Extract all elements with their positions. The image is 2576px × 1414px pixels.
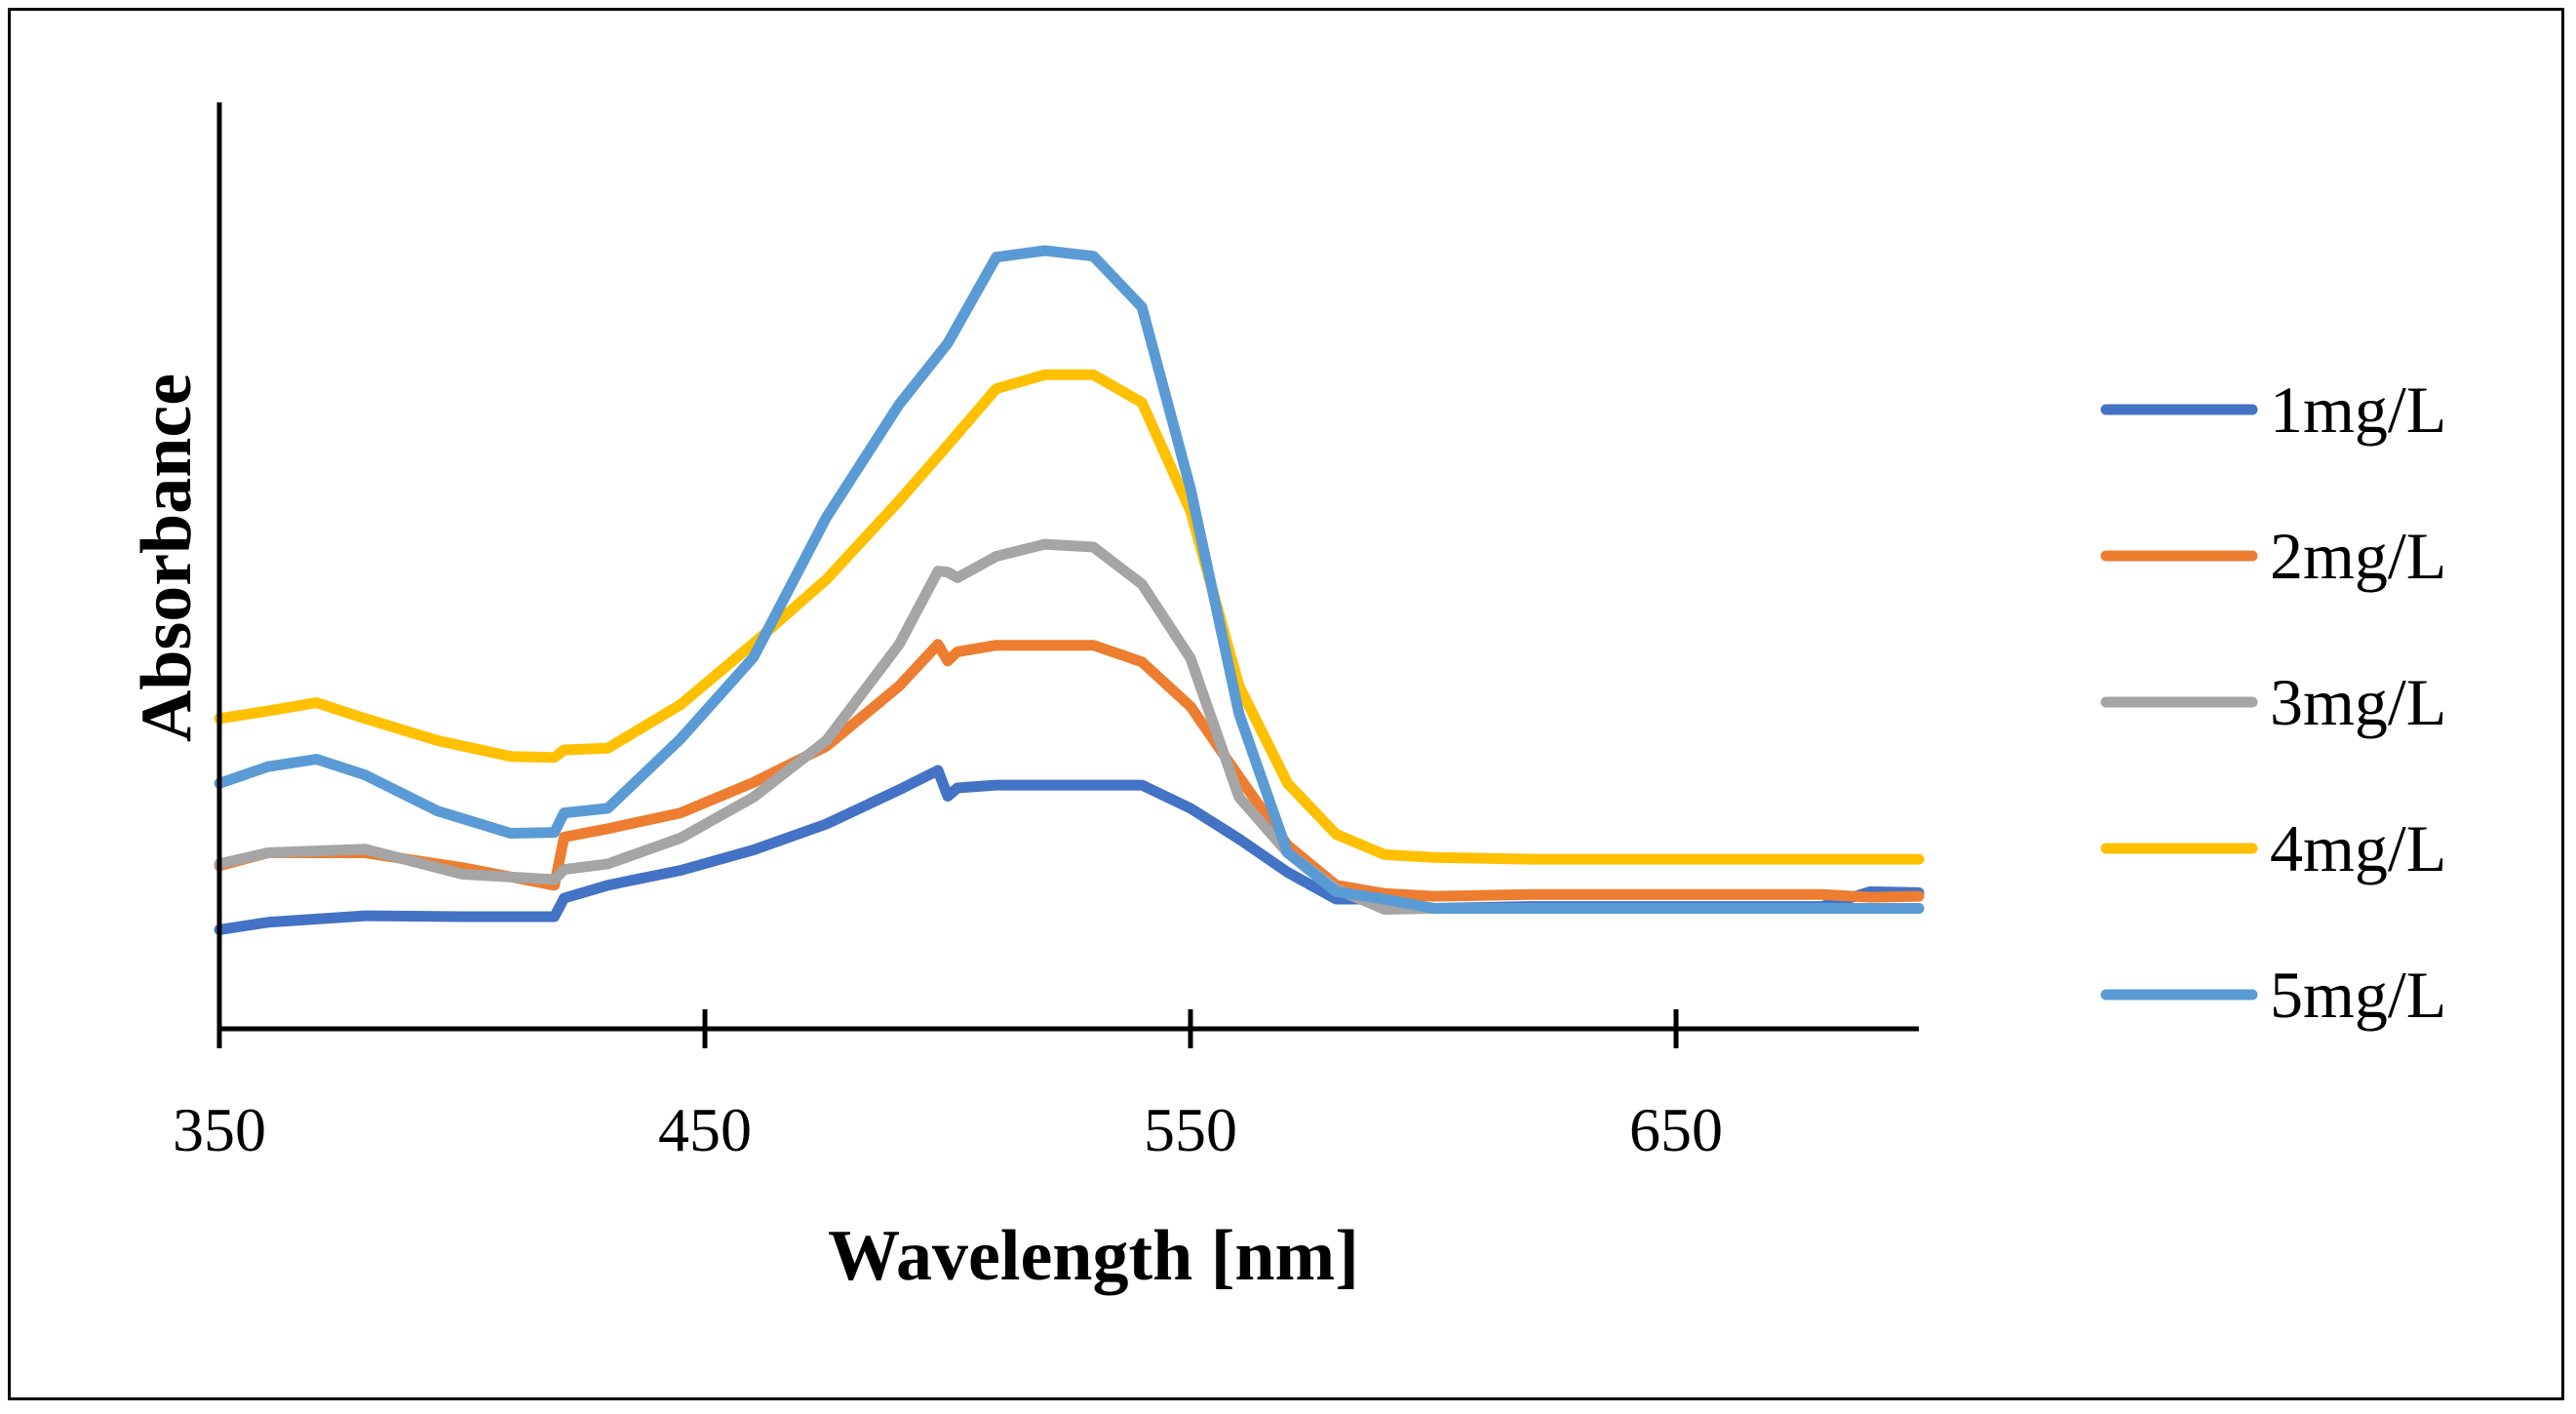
legend-label-2: 2mg/L [2270,519,2446,593]
legend-label-3: 3mg/L [2270,665,2446,739]
x-tick-label: 350 [173,1095,266,1164]
series-line-5 [214,245,1925,914]
x-tick-label: 650 [1629,1095,1723,1164]
x-tick-label: 450 [658,1095,752,1164]
series-line-4 [214,369,1925,865]
legend: 1mg/L 2mg/L 3mg/L 4mg/L 5mg/L [2100,373,2446,1032]
y-axis-title: Absorbance [127,373,207,742]
legend-label-1: 1mg/L [2270,373,2446,447]
legend-label-4: 4mg/L [2270,811,2446,885]
chart-frame [8,8,2564,1400]
x-axis-title: Wavelength [nm] [828,1216,1359,1296]
axes: 350 450 550 650 [173,102,1919,1164]
series-line-2 [214,639,1925,903]
legend-label-5: 5mg/L [2270,958,2446,1032]
plot-lines [214,245,1925,935]
x-tick-label: 550 [1144,1095,1237,1164]
x-ticks: 350 450 550 650 [173,1009,1723,1164]
